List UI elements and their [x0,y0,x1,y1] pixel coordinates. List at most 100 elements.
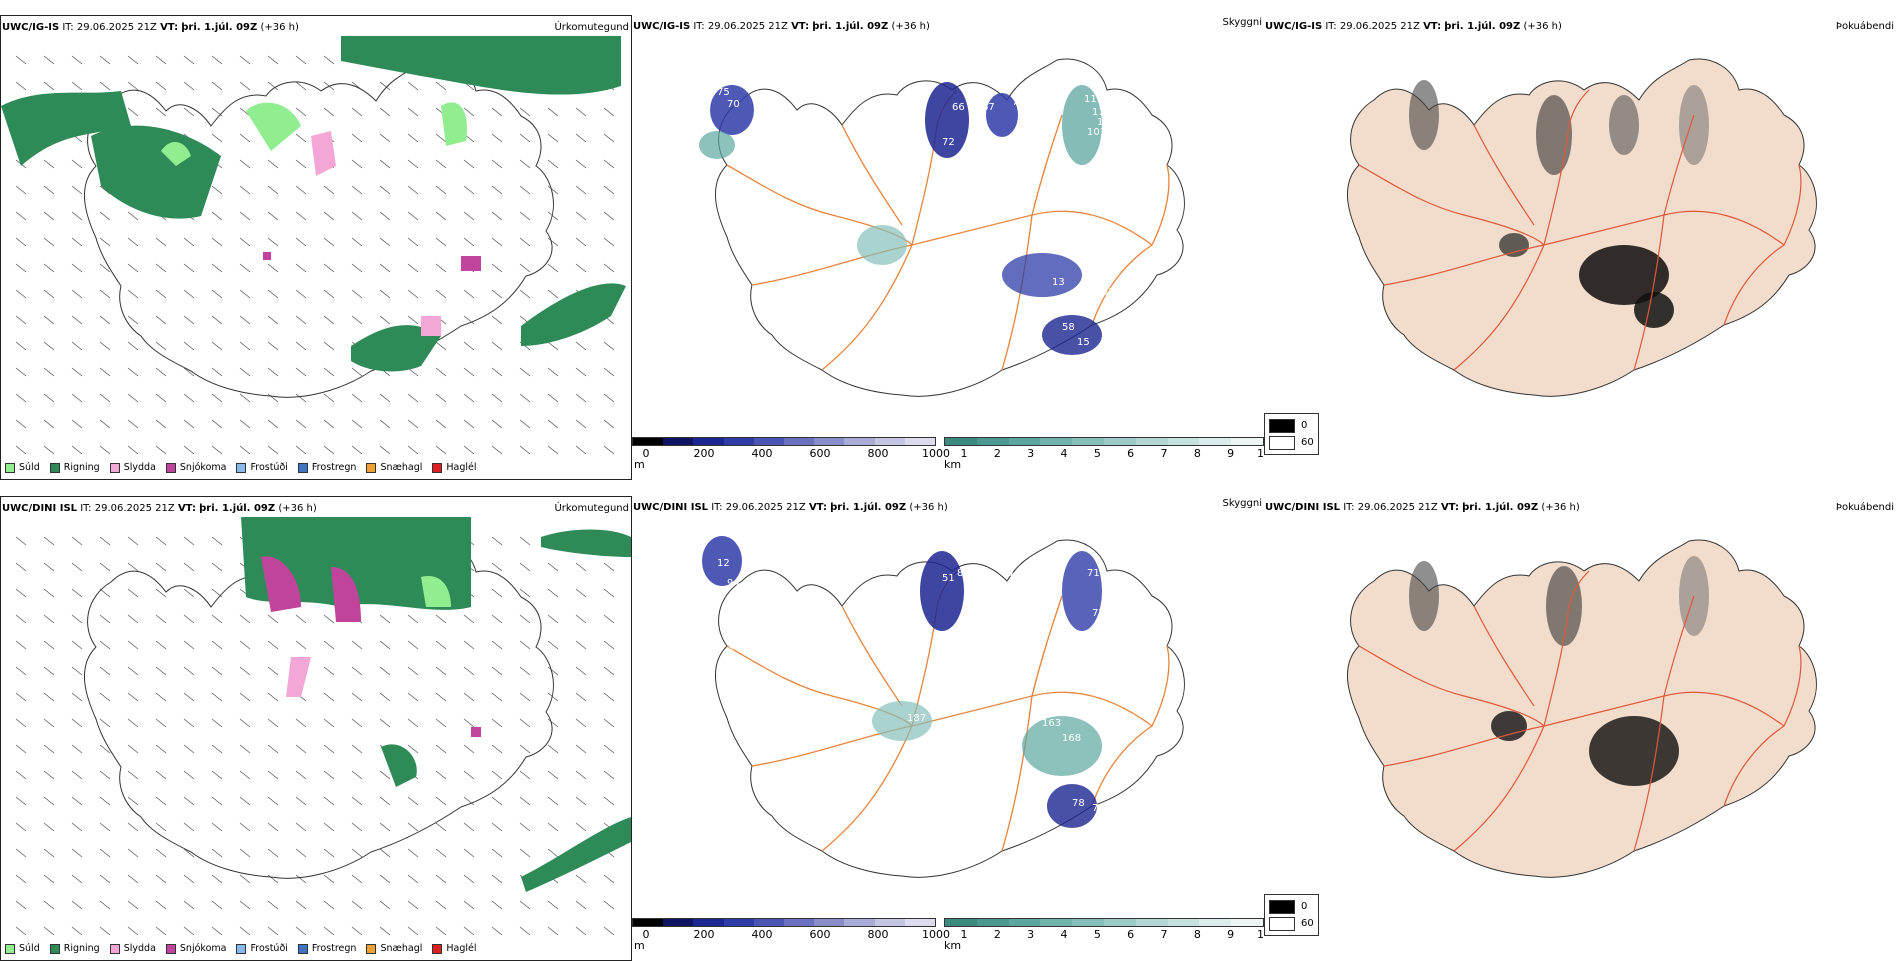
fog-roads [1358,570,1802,852]
legend-item: Rigning [49,462,100,473]
visibility-tick-label: 7 [1160,447,1168,460]
panel-variable-label: Úrkomutegund [554,22,629,33]
visibility-tick-label: 7 [1160,928,1168,941]
legend-item: Snæhagl [366,943,422,954]
iceland-outline [83,540,554,879]
cloud-base-tick-label: 400 [751,447,773,460]
cloud-value-label: 71 [1087,568,1100,579]
cloud-value-label: 58 [1062,322,1075,333]
cloud-value-label: 45 [1102,743,1115,754]
legend-item: Rigning [49,943,100,954]
iceland-outline [714,539,1185,878]
panel-variable-label: Skyggni [1222,498,1262,509]
precip-map [1,36,626,455]
panel-title: UWC/IG-IS IT: 29.06.2025 21Z VT: þri. 1.… [1265,21,1562,32]
legend-item: Frostregn [297,943,356,954]
visibility-tick-label: 1 [960,928,968,941]
visibility-unit: km [944,458,962,471]
visibility-tick-label: 3 [1027,928,1035,941]
cloud-base-tick-label: 800 [867,928,889,941]
cloud-value-label: 76 [1012,97,1025,108]
cloud-base-tick-label: 400 [751,928,773,941]
cloud-base-tick-label: 1000 [922,928,950,941]
fog-map [1346,539,1817,878]
visibility-tick-label: 8 [1193,447,1201,460]
visibility-tick-label: 5 [1093,447,1101,460]
precip-areas [241,517,631,892]
cloud-base-tick-label: 200 [693,928,715,941]
fog-legend: 0 60 [1264,894,1319,936]
visibility-tick-label: 9 [1227,447,1235,460]
cloud-value-label: 34 [727,643,740,654]
visibility-tick-label: 1 [960,447,968,460]
road-network [726,89,1170,371]
cloud-base-tick-label: 200 [693,447,715,460]
visibility-tick-label: 8 [1193,928,1201,941]
cloud-base-panel-bottom: UWC/DINI ISL IT: 29.06.2025 21Z VT: þri.… [632,496,1271,961]
cloud-value-label: 119 [1084,94,1103,105]
visibility-colorbar: 12345678910 [944,437,1271,460]
visibility-tick-label: 6 [1127,928,1135,941]
fog-areas [1409,556,1709,786]
cloud-areas [699,82,1102,355]
cloud-value-label: 112 [1092,107,1111,118]
visibility-tick-label: 4 [1060,928,1068,941]
panel-title: UWC/DINI ISL IT: 29.06.2025 21Z VT: þri.… [633,502,948,513]
cloud-value-label: 12 [872,738,885,749]
cloud-base-tick-label: 600 [809,447,831,460]
precip-legend: Súld Rigning Slydda Snjókoma Frostúði Fr… [5,462,477,473]
cloud-base-unit: m [634,939,645,952]
fog-legend: 0 60 [1264,413,1319,455]
visibility-tick-label: 4 [1060,447,1068,460]
panel-variable-label: Úrkomutegund [554,503,629,514]
legend-item: Frostregn [297,462,356,473]
precip-type-panel-top: UWC/IG-IS IT: 29.06.2025 21Z VT: þri. 1.… [0,15,632,480]
iceland-outline [714,58,1185,397]
cloud-value-label: 84 [957,568,970,579]
cloud-value-label: 94 [982,588,995,599]
cloud-base-colorbar: 0 200 400 600 800 1000 [632,437,950,460]
cloud-areas [702,536,1102,828]
visibility-colorbar: 12345678910 [944,918,1271,941]
cloud-value-label: 101 [1087,127,1106,138]
panel-title: UWC/IG-IS IT: 29.06.2025 21Z VT: þri. 1.… [633,21,930,32]
cloud-value-label: 10 [952,187,965,198]
visibility-unit: km [944,939,962,952]
iceland-outline [83,59,554,398]
cloud-value-label: 168 [1062,733,1081,744]
precip-type-panel-bottom: UWC/DINI ISL IT: 29.06.2025 21Z VT: þri.… [0,496,632,961]
precip-areas [1,36,626,372]
legend-item: Haglél [432,462,477,473]
cloud-value-label: 84 [972,197,985,208]
cloud-value-label: 132 [1097,117,1116,128]
cloud-value-label: 163 [1042,718,1061,729]
panel-variable-label: Skyggni [1222,17,1262,28]
legend-item: Frostúði [236,462,288,473]
cloud-base-tick-label: 600 [809,928,831,941]
cloud-value-label: 187 [907,713,926,724]
fog-roads [1358,89,1802,371]
cloud-base-unit: m [634,458,645,471]
precip-map [15,517,631,936]
cloud-base-panel-top: UWC/IG-IS IT: 29.06.2025 21Z VT: þri. 1.… [632,15,1271,480]
fog-indicator-panel-top: UWC/IG-IS IT: 29.06.2025 21Z VT: þri. 1.… [1264,15,1896,480]
cloud-value-label: 54 [1027,317,1040,328]
cloud-value-label: 29 [932,182,945,193]
cloud-value-label: 72 [942,137,955,148]
visibility-tick-label: 2 [993,447,1001,460]
legend-item: Súld [5,943,40,954]
cloud-value-label: 13 [1052,277,1065,288]
panel-title: UWC/DINI ISL IT: 29.06.2025 21Z VT: þri.… [2,503,317,514]
cloud-value-label: 15 [1077,337,1090,348]
legend-item: Frostúði [236,943,288,954]
cloud-value-label: 51 [942,573,955,584]
visibility-tick-label: 6 [1127,447,1135,460]
legend-item: Haglél [432,943,477,954]
precip-legend: Súld Rigning Slydda Snjókoma Frostúði Fr… [5,943,477,954]
legend-item: Snjókoma [165,462,226,473]
visibility-tick-label: 9 [1227,928,1235,941]
cloud-value-label: 94 [727,578,740,589]
fog-areas [1409,80,1709,328]
